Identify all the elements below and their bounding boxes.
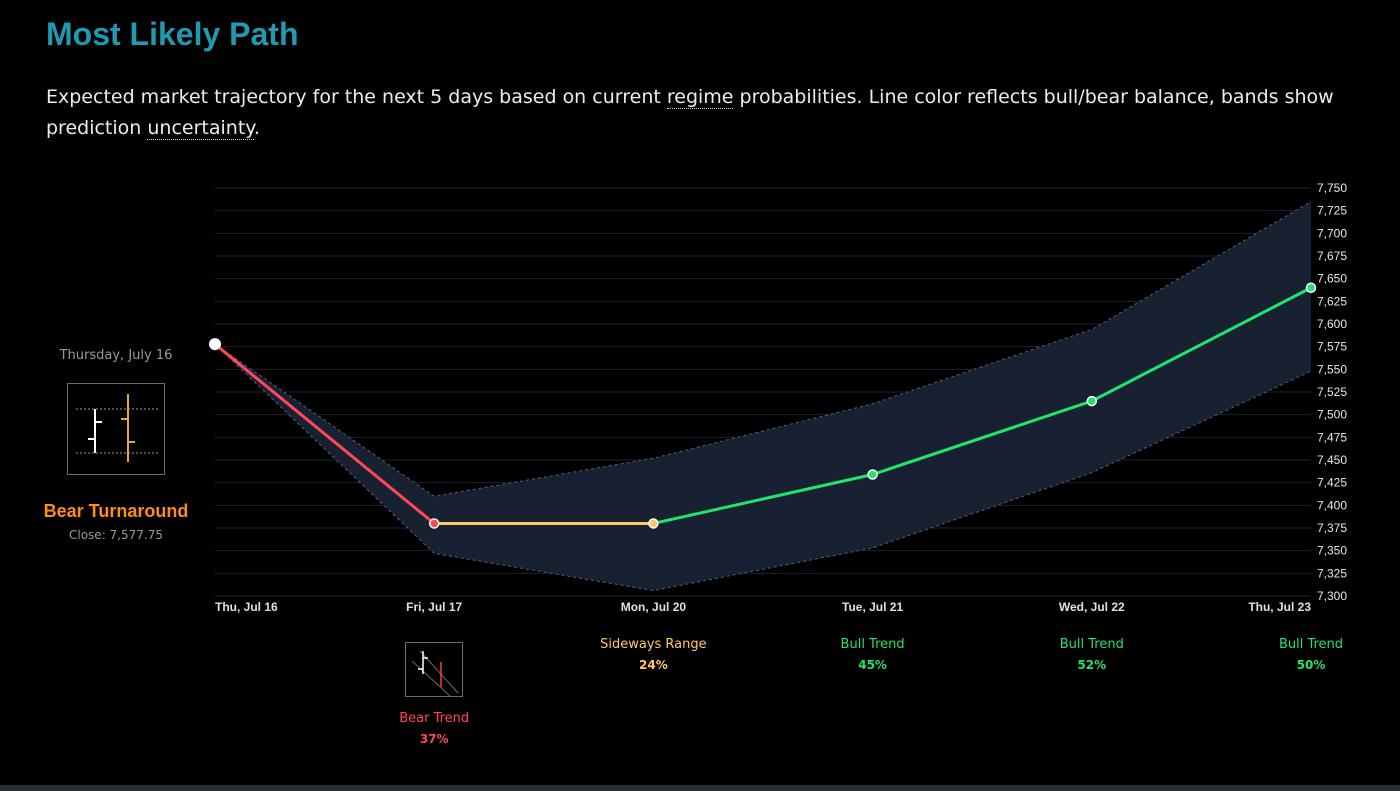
regime-forecast-probability: 52% [1077,658,1107,672]
regime-forecast-name: Bull Trend [1059,637,1124,652]
x-tick-label: Wed, Jul 22 [1059,600,1125,614]
uncertainty-term[interactable]: uncertainty [147,117,254,140]
path-point[interactable] [648,518,659,529]
x-tick-label: Fri, Jul 17 [406,600,462,614]
page-title: Most Likely Path [46,16,299,52]
path-segment [871,399,1094,477]
uncertainty-band [215,201,1311,591]
x-axis: Thu, Jul 16 Fri, Jul 17 Mon, Jul 20 Tue, Ju… [215,600,1311,614]
y-tick-label: 7,725 [1317,204,1347,218]
path-point[interactable] [1086,395,1098,407]
current-close: Close: 7,577.75 [69,528,163,542]
y-tick-label: 7,525 [1317,385,1347,399]
path-segment [213,342,436,525]
regime-forecast-name: Bear Trend [399,711,470,726]
y-tick-label: 7,550 [1317,362,1347,376]
y-tick-label: 7,325 [1317,566,1347,580]
x-tick-label: Thu, Jul 16 [215,600,278,614]
regime-forecast-probability: 24% [639,658,668,672]
x-tick-label: Thu, Jul 23 [1248,600,1311,614]
y-tick-label: 7,675 [1317,249,1347,263]
bottom-bar [0,785,1400,791]
path-point[interactable] [1305,282,1317,293]
path-point[interactable] [867,469,878,480]
current-regime-panel: Thursday, July 16 Bear Turnaround Close:… [30,348,202,542]
current-date: Thursday, July 16 [59,348,173,363]
y-axis: 7,300 7,325 7,350 7,375 7,400 7,425 7,450 7,475… [1317,181,1347,603]
y-tick-label: 7,600 [1317,317,1347,331]
regime-forecast-name: Sideways Range [600,637,707,652]
bear-trend-glyph-icon [405,642,464,697]
regime-forecast-cell: Bear Trend 37% [364,642,504,746]
uncertainty-band-lower-edge [214,343,1312,592]
desc-text-1: Expected market trajectory for the next … [46,86,667,108]
desc-text-2: probabilities. Line color reflects bull/… [46,86,1334,139]
y-tick-label: 7,450 [1317,453,1347,467]
regime-forecast-cell: Bull Trend 50% [1241,637,1381,672]
y-tick-label: 7,500 [1317,408,1347,422]
y-tick-label: 7,625 [1317,294,1347,308]
regime-term[interactable]: regime [666,86,734,109]
y-tick-label: 7,750 [1317,181,1347,195]
y-tick-label: 7,375 [1317,521,1347,535]
regime-forecast-name: Bull Trend [1278,637,1344,652]
page-description: Expected market trajectory for the next … [46,82,1346,144]
y-tick-label: 7,575 [1317,340,1347,354]
path-point[interactable] [209,338,221,351]
regime-forecast-probability: 37% [419,732,449,746]
regime-forecast-probability: 50% [1296,658,1326,672]
regime-forecast-cell: Bull Trend 52% [1022,637,1162,672]
path-segment [1090,286,1313,403]
path-points [209,282,1317,529]
y-tick-label: 7,350 [1317,544,1347,558]
y-tick-label: 7,425 [1317,476,1347,490]
path-segments [213,286,1313,525]
regime-forecast-probability: 45% [858,658,887,672]
y-tick-label: 7,300 [1317,589,1347,603]
path-segment [651,473,875,525]
current-regime-name: Bear Turnaround [43,501,189,521]
regime-forecast-cell: Sideways Range 24% [583,637,723,672]
most-likely-path-chart: 7,300 7,325 7,350 7,375 7,400 7,425 7,450 7,475… [209,181,1347,614]
y-tick-label: 7,650 [1317,272,1347,286]
desc-text-3: . [253,117,260,139]
x-tick-label: Tue, Jul 21 [842,600,903,614]
y-tick-label: 7,475 [1317,430,1347,444]
y-tick-label: 7,400 [1317,498,1347,512]
uncertainty-band-upper-edge [214,201,1312,497]
regime-forecast-name: Bull Trend [840,637,905,652]
y-tick-label: 7,700 [1317,226,1347,240]
regime-forecast-cell: Bull Trend 45% [803,637,943,672]
x-tick-label: Mon, Jul 20 [621,600,687,614]
candlestick-glyph-icon [67,383,165,475]
path-point[interactable] [428,518,440,529]
